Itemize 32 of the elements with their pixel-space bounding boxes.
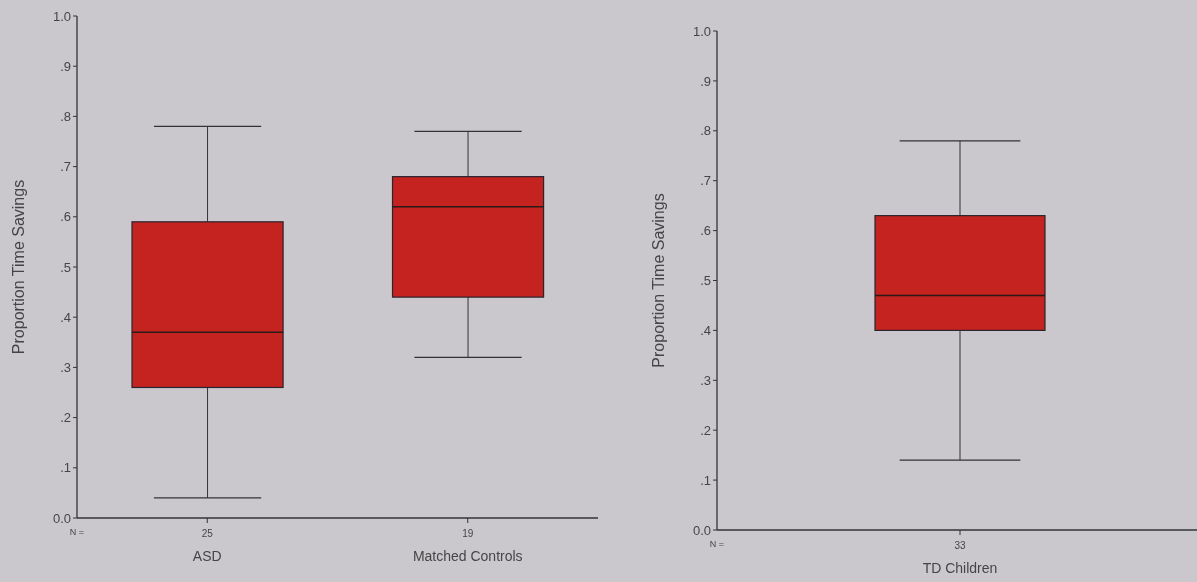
y-tick-label: 1.0 (692, 23, 711, 39)
y-tick-label: .5 (700, 273, 711, 289)
y-tick-label: .1 (60, 460, 71, 476)
y-tick-label: .3 (60, 360, 71, 376)
text: 19 (462, 528, 474, 539)
y-axis-title: Proportion Time Savings (10, 179, 28, 355)
x-tick-label: TD Children (922, 560, 998, 576)
y-tick-label: .4 (700, 323, 711, 339)
y-tick-label: .5 (60, 259, 71, 275)
y-tick-label: .8 (60, 109, 71, 125)
y-axis-title: Proportion Time Savings (650, 193, 668, 368)
y-tick-label: .9 (60, 58, 71, 74)
y-tick-label: .4 (60, 309, 71, 325)
y-tick-label: 0.0 (692, 522, 711, 538)
y-tick-label: 1.0 (52, 8, 71, 24)
y-tick-label: .1 (700, 472, 711, 488)
x-tick-label: Matched Controls (412, 548, 523, 564)
y-tick-label: .7 (60, 159, 71, 175)
y-tick-label: .6 (60, 209, 71, 225)
y-tick-label: .6 (700, 223, 711, 239)
y-tick-label: .3 (700, 372, 711, 388)
y-tick-label: .9 (700, 73, 711, 89)
y-tick-label: .7 (700, 173, 711, 189)
text: 25 (201, 528, 214, 539)
x-tick-label: ASD (192, 548, 222, 564)
y-tick-label: .8 (700, 123, 711, 139)
text: N = (69, 527, 85, 537)
y-tick-label: .2 (700, 422, 711, 438)
y-tick-label: 0.0 (52, 510, 71, 526)
text: N = (709, 539, 725, 549)
y-tick-label: .2 (60, 410, 71, 426)
text: 33 (954, 540, 966, 551)
